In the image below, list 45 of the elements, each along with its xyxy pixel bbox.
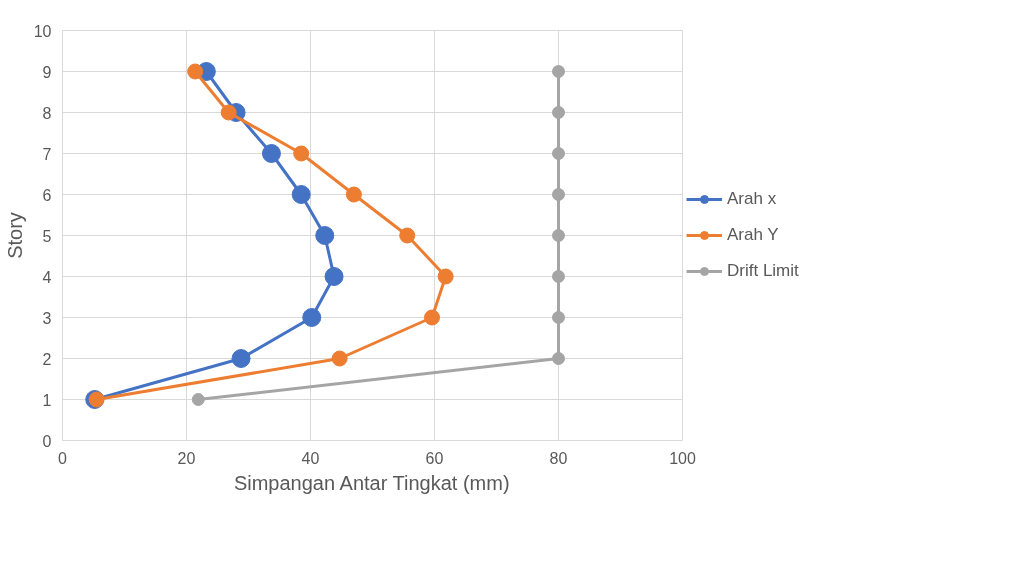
- point: [552, 270, 565, 283]
- point: [231, 349, 251, 368]
- x-axis-title: Simpangan Antar Tingkat (mm): [233, 471, 510, 494]
- point: [552, 147, 565, 160]
- y-tick-label: 3: [42, 309, 52, 327]
- point: [187, 63, 204, 80]
- point: [191, 393, 205, 406]
- point: [552, 65, 565, 78]
- y-tick-label: 7: [42, 145, 52, 163]
- point: [552, 352, 565, 365]
- x-tick-label: 100: [669, 449, 696, 467]
- y-tick-label: 1: [42, 391, 52, 409]
- point: [399, 227, 416, 244]
- point: [324, 267, 344, 286]
- x-tick-label: 40: [301, 449, 320, 467]
- point: [302, 308, 322, 327]
- y-axis-title: Story: [3, 212, 26, 259]
- point: [291, 185, 311, 204]
- point: [424, 309, 441, 326]
- point: [552, 311, 565, 324]
- legend-label: Arah x: [727, 189, 777, 209]
- y-tick-label: 6: [42, 186, 52, 204]
- x-tick-label: 80: [549, 449, 568, 467]
- point: [331, 350, 348, 367]
- y-tick-label: 4: [42, 268, 52, 286]
- x-tick-label: 60: [425, 449, 444, 467]
- x-tick-label: 20: [177, 449, 196, 467]
- y-tick-label: 9: [42, 63, 52, 81]
- y-tick-label: 5: [42, 227, 52, 245]
- point: [261, 144, 281, 163]
- point: [437, 268, 454, 285]
- point: [345, 186, 362, 203]
- legend-label: Drift Limit: [727, 261, 799, 281]
- point: [552, 106, 565, 119]
- point: [552, 229, 565, 242]
- legend-label: Arah Y: [727, 225, 779, 245]
- point: [552, 188, 565, 201]
- point: [315, 226, 335, 245]
- point: [293, 145, 310, 162]
- y-tick-label: 8: [42, 104, 52, 122]
- x-tick-label: 0: [58, 449, 68, 467]
- y-tick-label: 10: [33, 22, 52, 40]
- y-tick-label: 2: [42, 350, 52, 368]
- point: [220, 104, 237, 121]
- y-tick-label: 0: [42, 432, 52, 450]
